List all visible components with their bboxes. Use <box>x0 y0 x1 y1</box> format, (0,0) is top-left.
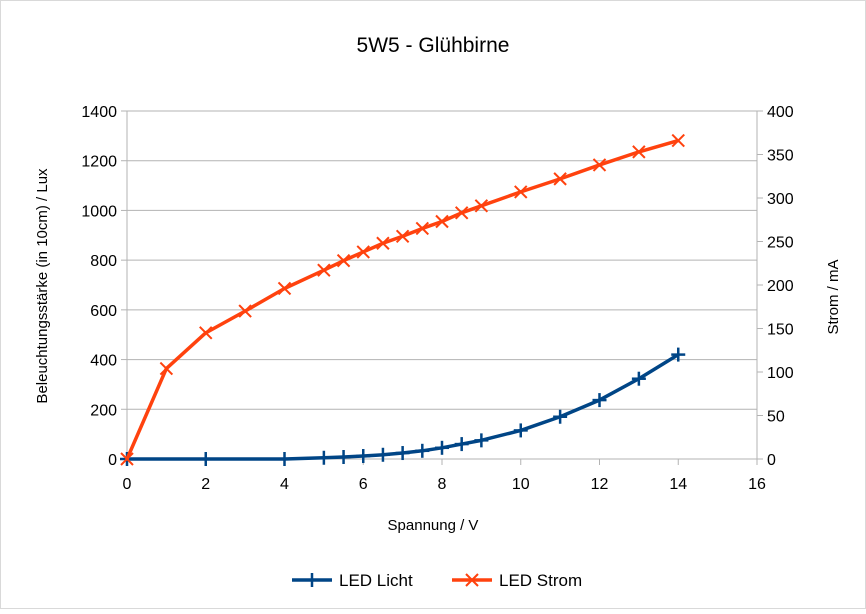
y-axis-label: Beleuchtungsstärke (in 10cm) / Lux <box>34 168 51 404</box>
x-tick-label-0: 0 <box>123 476 132 493</box>
x-tick-label-7: 14 <box>669 476 687 493</box>
series-layer <box>120 133 686 466</box>
data-point-led-licht-14 <box>592 393 607 408</box>
data-point-led-strom-2 <box>199 326 213 340</box>
data-point-led-strom-5 <box>317 263 331 277</box>
y2-axis-label: Strom / mA <box>825 259 842 334</box>
x-axis-label: Spannung / V <box>388 517 479 534</box>
data-point-led-licht-1 <box>198 452 213 466</box>
y2-tick-label-5: 250 <box>767 235 794 252</box>
legend-item-led-licht: LED Licht <box>292 571 413 590</box>
data-point-led-licht-13 <box>553 409 568 424</box>
y2-tick-label-4: 200 <box>767 278 794 295</box>
data-point-led-strom-3 <box>238 304 252 318</box>
legend: LED Licht LED Strom <box>292 571 582 590</box>
data-point-led-strom-17 <box>632 145 646 159</box>
y-tick-label-5: 1000 <box>81 203 117 220</box>
y2-tick-label-7: 350 <box>767 148 794 165</box>
data-point-led-strom-8 <box>376 236 390 250</box>
data-point-led-licht-11 <box>474 433 489 448</box>
x-tick-label-8: 16 <box>748 476 766 493</box>
y2-tick-label-1: 50 <box>767 409 785 426</box>
x-tick-label-4: 8 <box>438 476 447 493</box>
legend-item-led-strom: LED Strom <box>452 571 582 590</box>
data-point-led-strom-18 <box>671 133 685 148</box>
data-point-led-licht-9 <box>435 440 449 455</box>
y-tick-label-4: 800 <box>90 253 117 270</box>
legend-label-led-licht: LED Licht <box>339 571 413 590</box>
y2-tick-label-8: 400 <box>767 104 794 121</box>
data-point-led-strom-11 <box>435 214 449 229</box>
x-tick-label-5: 10 <box>512 476 530 493</box>
data-point-led-strom-12 <box>454 206 469 220</box>
y-tick-label-1: 200 <box>90 402 117 419</box>
data-point-led-strom-6 <box>336 253 351 268</box>
data-point-led-strom-15 <box>553 172 567 186</box>
y2-tick-label-0: 0 <box>767 452 776 469</box>
data-point-led-strom-16 <box>592 158 607 172</box>
data-point-led-strom-1 <box>159 361 174 376</box>
chart-title: 5W5 - Glühbirne <box>357 34 510 57</box>
data-point-led-licht-4 <box>336 450 351 465</box>
data-point-led-strom-7 <box>356 245 370 259</box>
y-tick-label-3: 600 <box>90 303 117 320</box>
legend-marker-led-licht <box>305 573 319 587</box>
y-tick-label-7: 1400 <box>81 104 117 121</box>
x-tick-label-1: 2 <box>201 476 210 493</box>
data-point-led-licht-8 <box>415 443 430 458</box>
data-point-led-strom-10 <box>415 221 430 236</box>
data-point-led-licht-12 <box>513 423 528 438</box>
legend-label-led-strom: LED Strom <box>499 571 582 590</box>
data-point-led-strom-13 <box>474 199 489 213</box>
data-point-led-licht-16 <box>671 347 686 362</box>
x-tick-label-2: 4 <box>280 476 289 493</box>
data-point-led-licht-10 <box>454 437 469 452</box>
y2-tick-label-6: 300 <box>767 191 794 208</box>
y2-tick-label-3: 150 <box>767 322 794 339</box>
y-tick-label-2: 400 <box>90 353 117 370</box>
y2-tick-label-2: 100 <box>767 365 794 382</box>
data-point-led-licht-3 <box>316 450 331 465</box>
legend-marker-led-strom <box>465 573 479 587</box>
data-point-led-licht-6 <box>375 447 390 462</box>
data-point-led-strom-0 <box>120 452 134 466</box>
data-point-led-strom-4 <box>277 281 292 296</box>
data-point-led-licht-7 <box>395 446 410 461</box>
data-point-led-licht-5 <box>356 449 371 464</box>
data-point-led-strom-9 <box>395 229 410 243</box>
data-point-led-licht-15 <box>631 371 646 386</box>
y-tick-label-6: 1200 <box>81 154 117 171</box>
y-tick-label-0: 0 <box>108 452 117 469</box>
data-point-led-strom-14 <box>514 185 528 199</box>
x-tick-label-3: 6 <box>359 476 368 493</box>
x-tick-label-6: 12 <box>591 476 609 493</box>
data-point-led-licht-2 <box>277 452 292 466</box>
